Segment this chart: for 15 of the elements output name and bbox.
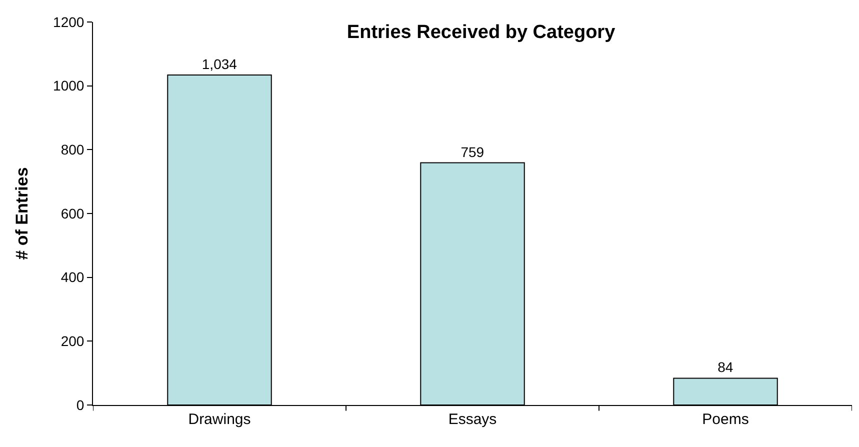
y-tick-label: 400 — [60, 269, 84, 286]
x-tick-label: Drawings — [188, 411, 251, 428]
data-label: 759 — [460, 144, 484, 160]
y-tick-label: 800 — [60, 142, 84, 158]
y-tick-label: 1000 — [53, 78, 84, 94]
y-tick-label: 1200 — [53, 14, 84, 30]
data-label: 84 — [718, 359, 734, 376]
y-axis-title: # of Entries — [12, 167, 32, 260]
y-tick-label: 0 — [76, 396, 84, 413]
y-tick-label: 200 — [60, 333, 84, 350]
y-tick-label: 600 — [60, 205, 84, 222]
x-tick-label: Essays — [448, 411, 497, 428]
x-tick-label: Poems — [702, 411, 749, 428]
chart-title: Entries Received by Category — [346, 22, 616, 43]
data-label: 1,034 — [202, 56, 238, 72]
